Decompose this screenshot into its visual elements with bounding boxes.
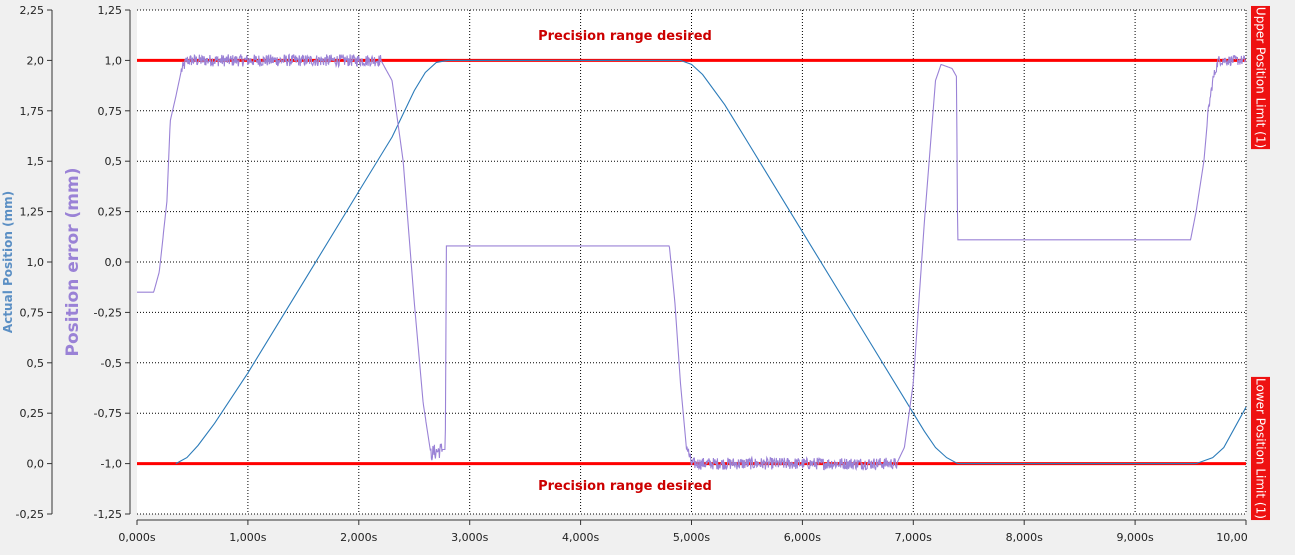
- error-axis-tick-label: 0,75: [98, 105, 123, 118]
- x-axis-tick-label: 0,000s: [118, 531, 155, 544]
- error-axis-tick-label: -0,75: [94, 407, 122, 420]
- left-axis-tick-label: 1,5: [27, 155, 45, 168]
- x-axis-tick-label: 6,000s: [784, 531, 821, 544]
- left-axis-tick-label: 1,25: [20, 206, 45, 219]
- x-axis-tick-label: 8,000s: [1006, 531, 1043, 544]
- precision-range-annotation: Precision range desired: [538, 479, 712, 494]
- axis-titles: Actual Position (mm) Position error (mm): [1, 168, 83, 357]
- error-axis-tick-label: -1,25: [94, 508, 122, 521]
- position-error-series: [137, 53, 1247, 472]
- left-axis-tick-label: 2,25: [20, 4, 45, 17]
- x-axis-tick-label: 7,000s: [895, 531, 932, 544]
- position-limit-label: Upper Position Limit (1): [1254, 7, 1268, 148]
- left-axis-title: Actual Position (mm): [1, 191, 15, 333]
- upper-position-limit-marker: [1251, 5, 1270, 150]
- series-group: [137, 53, 1247, 472]
- position-limit-label: Lower Position Limit (1): [1254, 378, 1268, 519]
- x-axis-tick-label: 2,000s: [340, 531, 377, 544]
- error-axis-tick-label: -0,5: [101, 357, 122, 370]
- left-axis-tick-label: 1,75: [20, 105, 45, 118]
- left-axis-tick-label: 0,75: [20, 306, 45, 319]
- x-axis-tick-label: 5,000s: [673, 531, 710, 544]
- annotations: Precision range desired Precision range d…: [538, 29, 712, 494]
- x-axis-tick-label: 9,000s: [1116, 531, 1153, 544]
- left-axis-tick-label: 0,25: [20, 407, 45, 420]
- left-axis-tick-label: -0,25: [16, 508, 44, 521]
- axes: -0,25 0,0 0,25 0,5 0,75 1,0 1,25 1,5 1,75 2,0 2,25…: [16, 4, 1248, 544]
- x-axis-tick-label: 1,000s: [229, 531, 266, 544]
- error-axis-tick-label: 0,5: [105, 155, 123, 168]
- precision-range-annotation: Precision range desired: [538, 29, 712, 44]
- left-axis-tick-label: 0,0: [27, 458, 45, 471]
- error-axis-title: Position error (mm): [63, 168, 83, 357]
- left-axis-tick-label: 1,0: [27, 256, 45, 269]
- error-axis-tick-label: -1,0: [101, 458, 122, 471]
- lower-position-limit-marker: [1251, 376, 1270, 521]
- x-axis-tick-label: 3,000s: [451, 531, 488, 544]
- error-axis-tick-label: 0,0: [105, 256, 123, 269]
- left-axis-tick-label: 0,5: [27, 357, 45, 370]
- actual-position-series: [175, 59, 1247, 465]
- error-axis-tick-label: 1,25: [98, 4, 123, 17]
- limit-markers: Upper Position Limit (1) Lower Position L…: [1251, 5, 1270, 521]
- x-axis-tick-label: 4,000s: [562, 531, 599, 544]
- x-axis-tick-label: 10,00: [1216, 531, 1248, 544]
- left-axis-tick-label: 2,0: [27, 54, 45, 67]
- error-axis-tick-label: 0,25: [98, 206, 123, 219]
- error-axis-tick-label: -0,25: [94, 306, 122, 319]
- error-axis-tick-label: 1,0: [105, 54, 123, 67]
